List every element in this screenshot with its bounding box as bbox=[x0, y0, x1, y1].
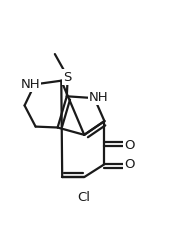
Text: O: O bbox=[124, 158, 135, 171]
Text: NH: NH bbox=[20, 78, 40, 91]
Text: S: S bbox=[63, 71, 72, 83]
Text: Cl: Cl bbox=[78, 191, 91, 204]
Text: NH: NH bbox=[89, 91, 109, 104]
Text: O: O bbox=[124, 139, 135, 152]
